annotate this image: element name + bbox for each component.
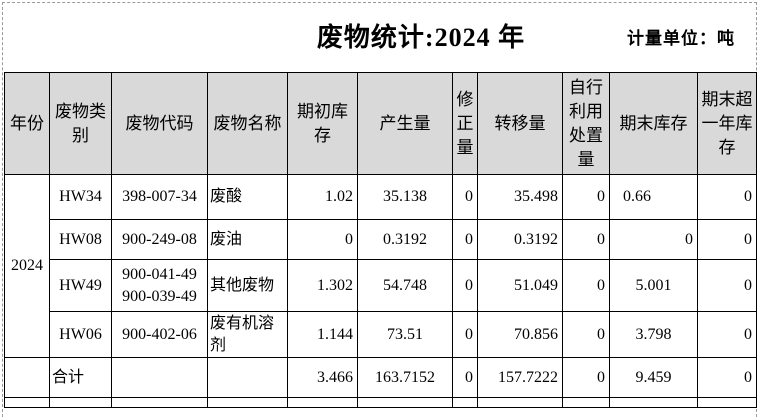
cell-generated: 0.3192 xyxy=(357,219,453,260)
empty-cell xyxy=(477,397,563,408)
header-correction: 修正量 xyxy=(452,72,478,175)
cell-self-disposal: 0 xyxy=(562,174,610,220)
cell-opening-stock: 0 xyxy=(287,219,358,260)
cell-code: 900-402-06 xyxy=(111,311,208,358)
header-waste-name: 废物名称 xyxy=(207,72,288,175)
cell-category: HW34 xyxy=(49,174,112,220)
cell-name: 废有机溶剂 xyxy=(207,311,288,358)
table-row-hw06: HW06 900-402-06 废有机溶剂 1.144 73.51 0 70.8… xyxy=(5,311,757,358)
cell-closing-stock: 5.001 xyxy=(609,259,698,312)
cell-code: 900-041-49 900-039-49 xyxy=(111,259,208,312)
table-row-hw08: HW08 900-249-08 废油 0 0.3192 0 0.3192 0 0… xyxy=(5,219,757,260)
year-cell: 2024 xyxy=(4,174,50,358)
total-over-year-stock: 0 xyxy=(697,357,757,398)
cell-name: 废油 xyxy=(207,219,288,260)
cell-correction: 0 xyxy=(452,219,478,260)
cell-category: HW08 xyxy=(49,219,112,260)
total-transferred: 157.7222 xyxy=(477,357,563,398)
empty-cell xyxy=(357,397,453,408)
cell-transferred: 0.3192 xyxy=(477,219,563,260)
empty-cell xyxy=(562,397,610,408)
empty-cell xyxy=(697,397,757,408)
empty-cell xyxy=(4,397,50,408)
header-waste-code: 废物代码 xyxy=(111,72,208,175)
empty-cell xyxy=(287,397,358,408)
cell-opening-stock: 1.144 xyxy=(287,311,358,358)
cell-correction: 0 xyxy=(452,311,478,358)
header-over-year-stock: 期末超一年库存 xyxy=(697,72,757,175)
cell-transferred: 70.856 xyxy=(477,311,563,358)
total-row: 合计 3.466 163.7152 0 157.7222 0 9.459 0 xyxy=(4,357,757,398)
unit-label: 计量单位：吨 xyxy=(627,29,735,48)
header-transferred: 转移量 xyxy=(477,72,563,175)
cell-year-empty xyxy=(4,357,50,398)
empty-cell xyxy=(609,397,698,408)
table-row-hw34: 2024 HW34 398-007-34 废酸 1.02 35.138 0 35… xyxy=(4,174,757,358)
empty-cell xyxy=(207,397,288,408)
waste-statistics-table: 年份 废物类别 废物代码 废物名称 期初库存 产生量 修正量 转移量 自行利用处… xyxy=(4,72,757,408)
cell-transferred: 51.049 xyxy=(477,259,563,312)
cell-name: 其他废物 xyxy=(207,259,288,312)
cell-self-disposal: 0 xyxy=(562,259,610,312)
header-row: 年份 废物类别 废物代码 废物名称 期初库存 产生量 修正量 转移量 自行利用处… xyxy=(4,72,757,175)
cell-self-disposal: 0 xyxy=(562,311,610,358)
empty-cell xyxy=(49,397,112,408)
empty-cell xyxy=(111,397,208,408)
cell-closing-stock: 3.798 xyxy=(609,311,698,358)
cell-over-year-stock: 0 xyxy=(697,259,757,312)
cell-opening-stock: 1.02 xyxy=(287,174,358,220)
cell-name: 废酸 xyxy=(207,174,288,220)
total-correction: 0 xyxy=(452,357,478,398)
cell-generated: 35.138 xyxy=(357,174,453,220)
header-generated: 产生量 xyxy=(357,72,453,175)
cell-category: HW06 xyxy=(49,311,112,358)
empty-cell xyxy=(452,397,478,408)
cell-generated: 54.748 xyxy=(357,259,453,312)
cell-correction: 0 xyxy=(452,174,478,220)
header-opening-stock: 期初库存 xyxy=(287,72,358,175)
cell-code: 398-007-34 xyxy=(111,174,208,220)
header-waste-category: 废物类别 xyxy=(49,72,112,175)
total-label: 合计 xyxy=(49,357,112,398)
cell-code: 900-249-08 xyxy=(111,219,208,260)
header-closing-stock: 期末库存 xyxy=(609,72,698,175)
total-generated: 163.7152 xyxy=(357,357,453,398)
cell-over-year-stock: 0 xyxy=(697,219,757,260)
cell-closing-stock: 0.66 xyxy=(609,174,698,220)
cell-code-empty xyxy=(111,357,208,398)
cell-name-empty xyxy=(207,357,288,398)
empty-grid-row xyxy=(4,397,757,408)
cell-opening-stock: 1.302 xyxy=(287,259,358,312)
cell-over-year-stock: 0 xyxy=(697,311,757,358)
cell-transferred: 35.498 xyxy=(477,174,563,220)
table-row-hw49: HW49 900-041-49 900-039-49 其他废物 1.302 54… xyxy=(5,259,757,312)
cell-closing-stock: 0 xyxy=(609,219,698,260)
cell-category: HW49 xyxy=(49,259,112,312)
page-title: 废物统计:2024 年 xyxy=(316,23,526,52)
cell-self-disposal: 0 xyxy=(562,219,610,260)
header-self-disposal: 自行利用处置量 xyxy=(562,72,610,175)
cell-correction: 0 xyxy=(452,259,478,312)
cell-generated: 73.51 xyxy=(357,311,453,358)
cell-over-year-stock: 0 xyxy=(697,174,757,220)
total-opening-stock: 3.466 xyxy=(287,357,358,398)
header-year: 年份 xyxy=(4,72,50,175)
total-self-disposal: 0 xyxy=(562,357,610,398)
total-closing-stock: 9.459 xyxy=(609,357,698,398)
